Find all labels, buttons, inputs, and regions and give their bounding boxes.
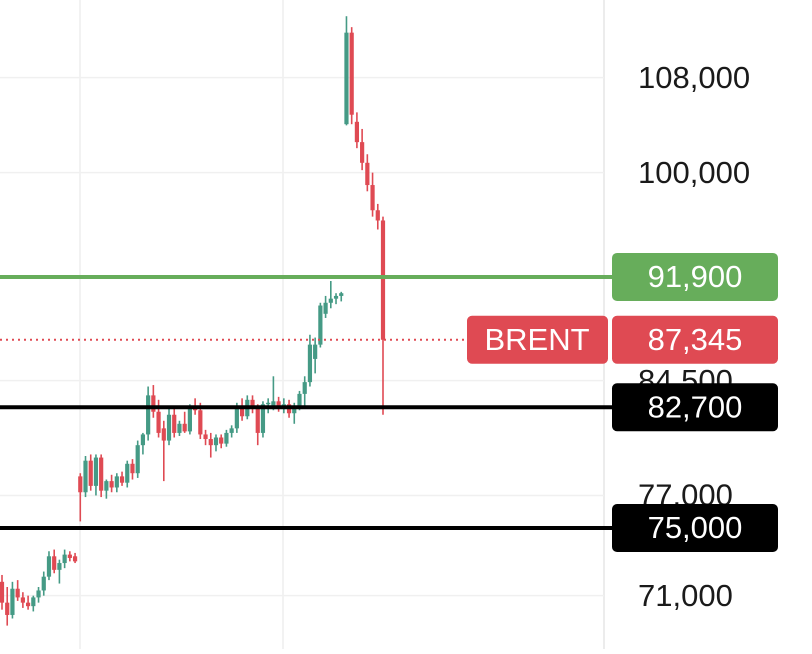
candle-body — [20, 597, 25, 603]
candle-body — [344, 32, 349, 125]
price-label: 82,700 — [648, 389, 743, 424]
candle-body — [52, 556, 57, 570]
candle-body — [354, 121, 360, 143]
candle-body — [213, 437, 219, 446]
candle-body — [67, 554, 72, 558]
candle-body — [365, 162, 370, 186]
candle-body — [72, 556, 78, 562]
candle-body — [125, 463, 130, 483]
candle-body — [360, 142, 365, 163]
candle-body — [161, 428, 166, 441]
candle-body — [10, 588, 15, 615]
candle-body — [166, 414, 172, 441]
candle-body — [239, 407, 245, 417]
candle-body — [46, 556, 52, 577]
candle-body — [0, 581, 5, 603]
candle-body — [57, 563, 62, 570]
candle-body — [260, 404, 266, 433]
candle-body — [255, 408, 260, 433]
candle-body — [5, 602, 10, 615]
candle-body — [198, 410, 203, 435]
price-label: 91,900 — [648, 259, 743, 294]
candle-body — [370, 185, 375, 211]
candle-body — [99, 457, 104, 491]
price-label-box — [612, 383, 778, 432]
candle-body — [156, 411, 161, 433]
candle-body — [41, 576, 46, 591]
candle-body — [250, 399, 255, 409]
candle-body — [119, 476, 125, 483]
candle-body — [140, 434, 146, 446]
candle-body — [297, 393, 302, 406]
candle-body — [271, 401, 276, 406]
candle-body — [83, 460, 88, 493]
y-tick-label: 71,000 — [638, 578, 733, 613]
candle-body — [339, 293, 344, 296]
price-label: 75,000 — [648, 510, 743, 545]
price-label-box — [612, 503, 778, 552]
candle-body — [302, 382, 307, 394]
candle-body — [380, 220, 386, 340]
candle-body — [177, 423, 182, 433]
candle-body — [328, 298, 333, 303]
y-tick-label: 100,000 — [638, 155, 750, 190]
candle-body — [234, 407, 239, 429]
y-tick-label: 108,000 — [638, 60, 750, 95]
candle-body — [203, 434, 208, 440]
candle-body — [375, 210, 380, 221]
candle-body — [219, 437, 224, 444]
candle-body — [276, 401, 281, 409]
candle-body — [104, 481, 109, 491]
candle-body — [15, 588, 20, 598]
candle-body — [307, 344, 313, 383]
candle-body — [25, 602, 31, 607]
candle-body — [135, 445, 140, 474]
candle-body — [349, 32, 354, 115]
candle-body — [313, 344, 318, 359]
candle-body — [109, 481, 114, 488]
symbol-label: BRENT — [484, 322, 589, 357]
candle-body — [88, 460, 93, 486]
candle-body — [36, 590, 41, 598]
candle-body — [93, 457, 99, 486]
candle-body — [146, 395, 151, 435]
price-label-box — [612, 252, 778, 301]
candle-body — [182, 423, 187, 432]
candle-body — [62, 554, 67, 564]
price-label: 87,345 — [648, 322, 743, 357]
candle-body — [31, 597, 36, 607]
candle-body — [224, 432, 229, 444]
candle-body — [78, 476, 83, 493]
candle-body — [229, 428, 234, 433]
candle-body — [114, 476, 119, 488]
price-label-box — [612, 315, 778, 364]
candle-body — [323, 302, 328, 314]
candle-body — [318, 305, 323, 345]
candle-body — [292, 405, 297, 414]
candle-body — [333, 295, 339, 299]
candle-body — [187, 407, 192, 432]
candle-body — [130, 463, 135, 474]
candle-body — [208, 439, 213, 446]
candle-body — [266, 402, 271, 405]
candle-body — [151, 395, 156, 412]
symbol-label-box — [467, 315, 608, 364]
candle-body — [172, 414, 177, 433]
